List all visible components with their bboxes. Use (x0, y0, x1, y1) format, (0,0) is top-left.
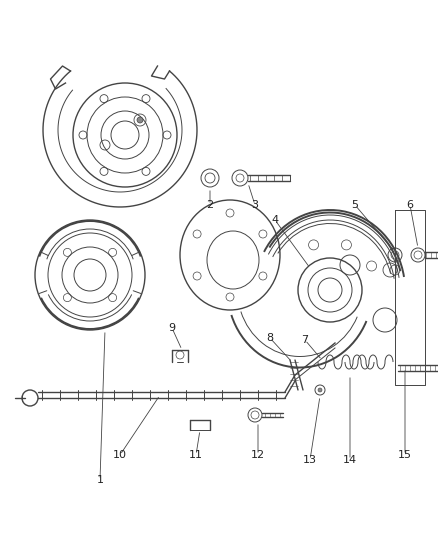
Text: 6: 6 (406, 200, 413, 210)
Text: 13: 13 (303, 455, 317, 465)
Circle shape (318, 388, 322, 392)
Circle shape (137, 117, 143, 123)
Text: 2: 2 (206, 200, 214, 210)
Text: 3: 3 (251, 200, 258, 210)
Text: 5: 5 (352, 200, 358, 210)
Text: 15: 15 (398, 450, 412, 460)
Text: 8: 8 (266, 333, 274, 343)
Text: 11: 11 (189, 450, 203, 460)
Text: 7: 7 (301, 335, 308, 345)
Text: 4: 4 (272, 215, 279, 225)
Text: 12: 12 (251, 450, 265, 460)
Text: 9: 9 (169, 323, 176, 333)
Text: 1: 1 (96, 475, 103, 485)
Text: 14: 14 (343, 455, 357, 465)
Text: 10: 10 (113, 450, 127, 460)
